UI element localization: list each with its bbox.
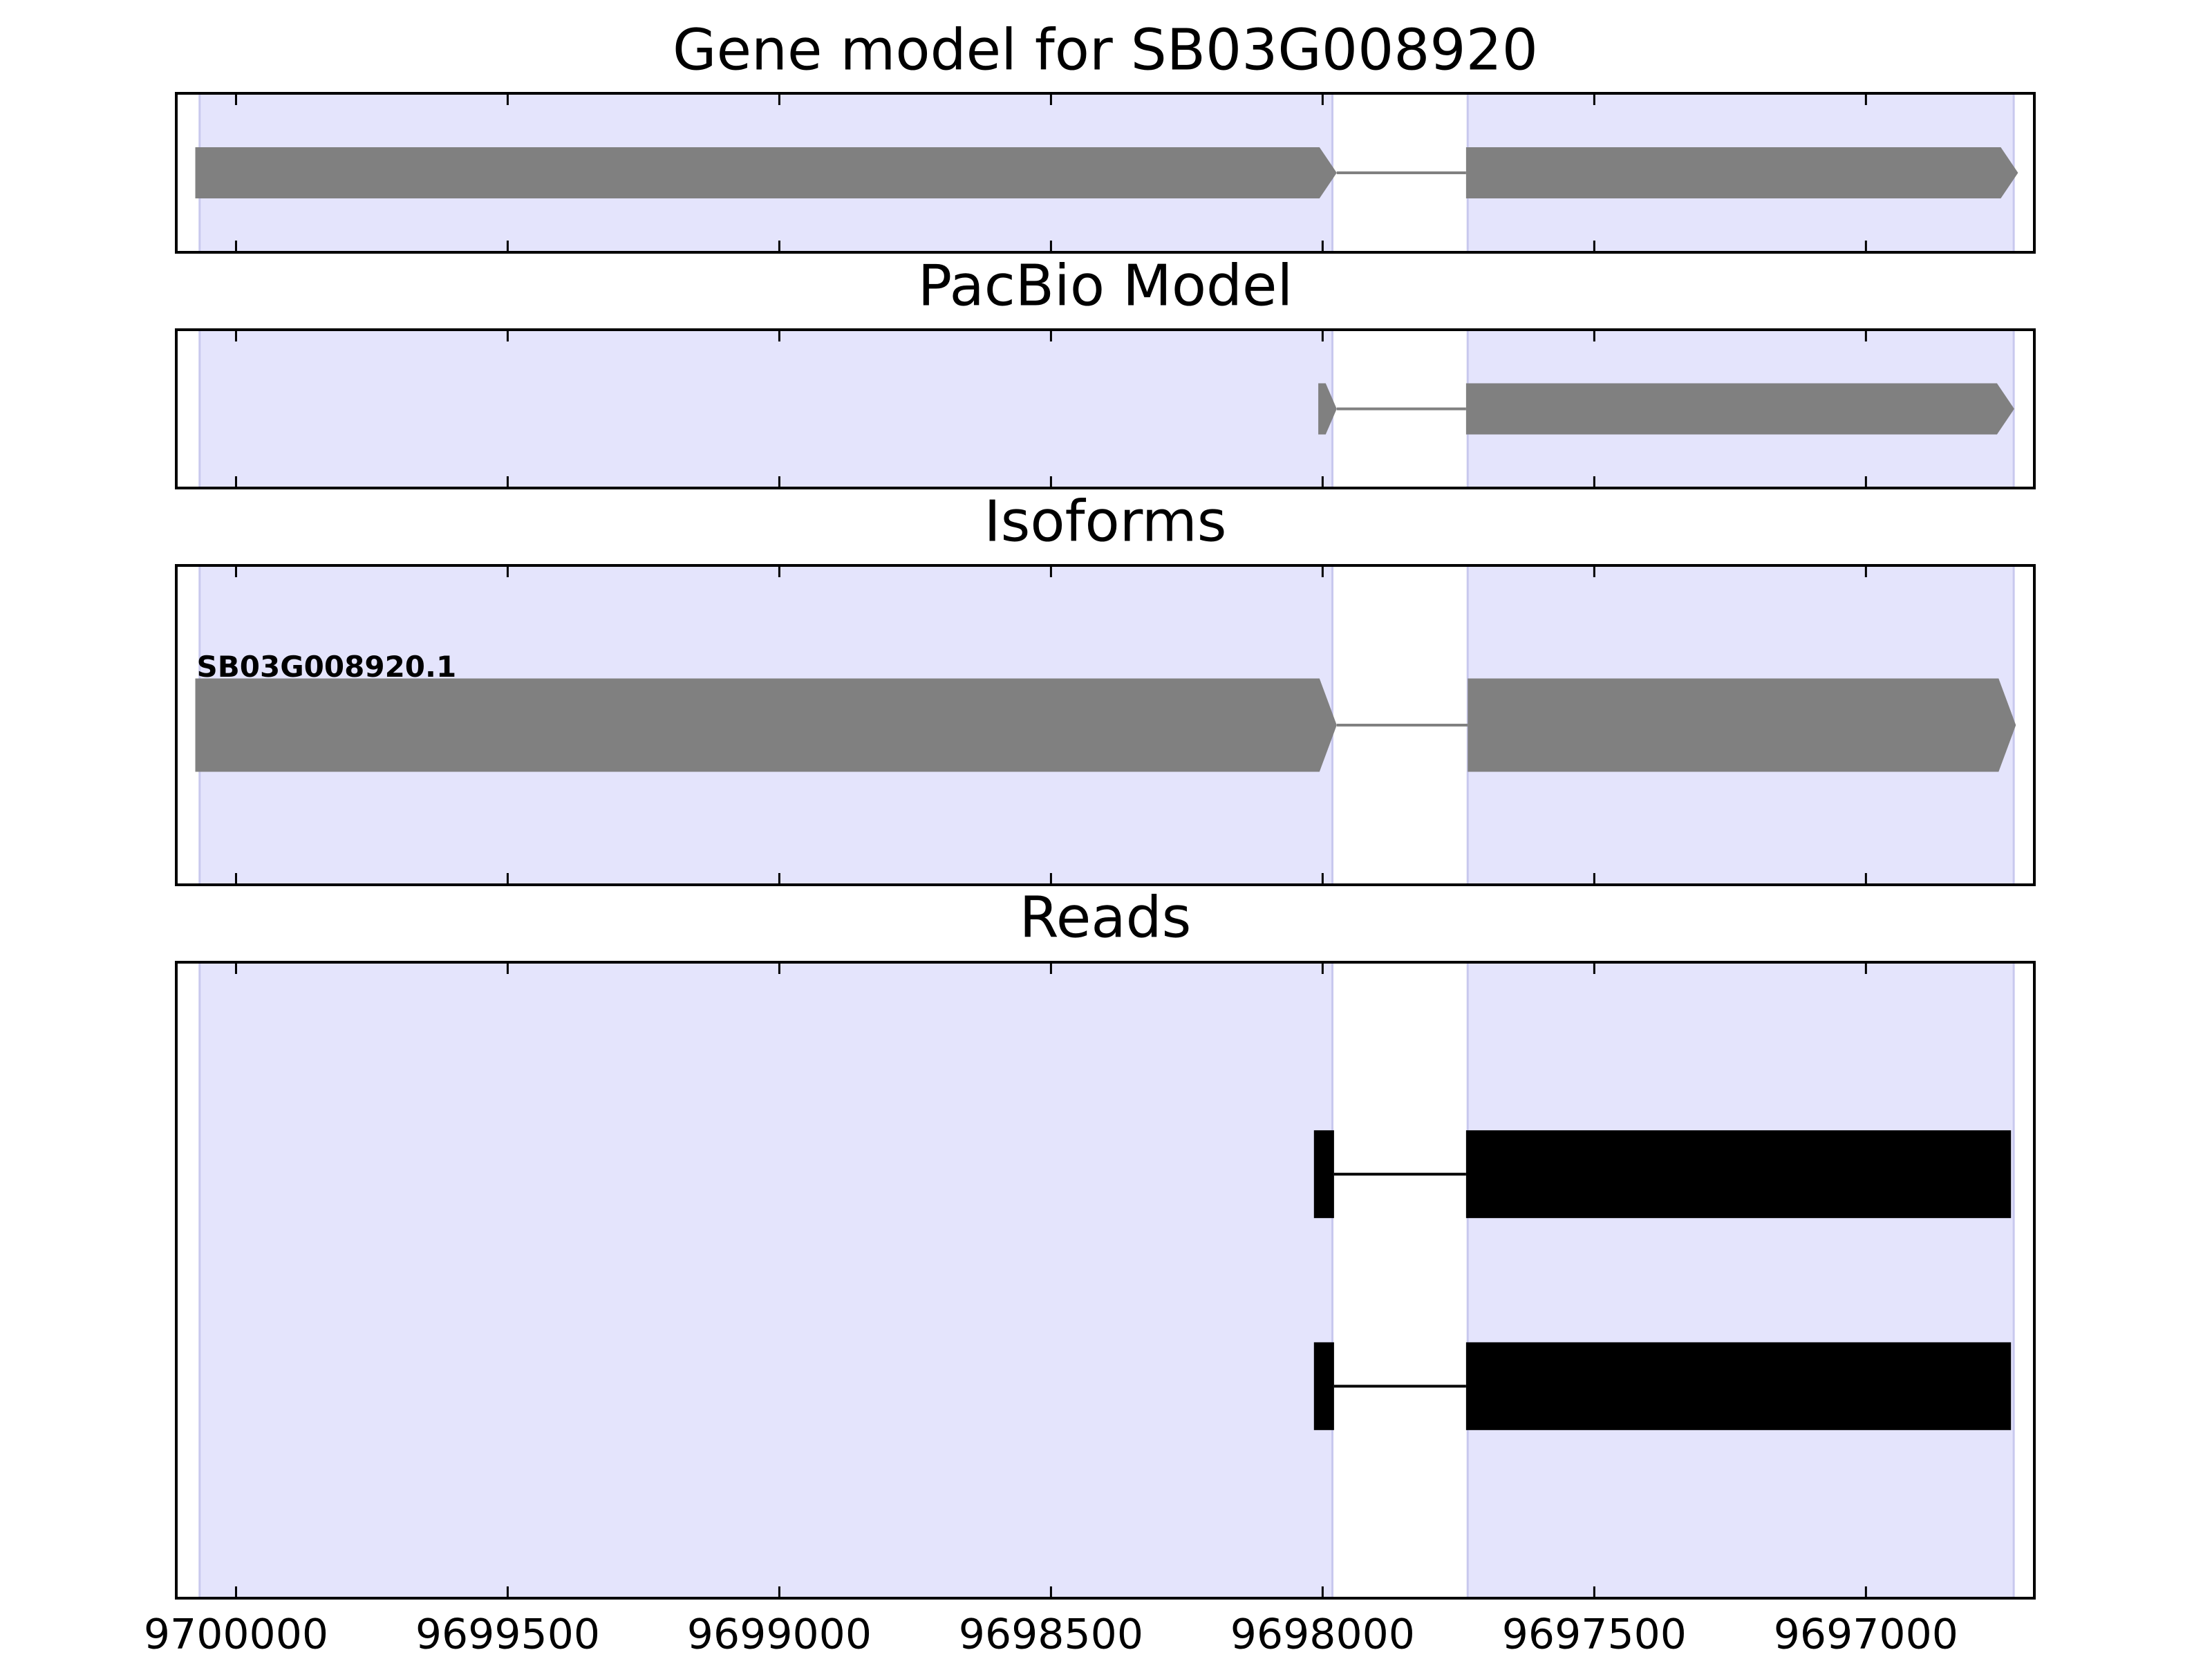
panel-title: Reads bbox=[1020, 885, 1192, 950]
exon bbox=[1318, 383, 1337, 435]
panel-frame bbox=[175, 564, 2036, 886]
exon-region bbox=[198, 328, 1334, 489]
exon bbox=[1465, 383, 2014, 435]
exon-region bbox=[198, 961, 1334, 1600]
x-tick-label: 9697500 bbox=[1502, 1611, 1687, 1659]
x-tick-label: 9700000 bbox=[144, 1611, 328, 1659]
isoform-label: SB03G008920.1 bbox=[197, 650, 457, 684]
panel-frame bbox=[175, 92, 2036, 254]
x-tick-label: 9698000 bbox=[1230, 1611, 1415, 1659]
exon bbox=[1465, 1130, 2012, 1219]
x-tick-label: 9697000 bbox=[1774, 1611, 1958, 1659]
exon bbox=[1465, 1342, 2012, 1430]
exon bbox=[195, 147, 1337, 198]
panel-frame bbox=[175, 328, 2036, 489]
exon-region bbox=[1466, 961, 2015, 1600]
x-tick-label: 9699000 bbox=[687, 1611, 872, 1659]
panel-title: Gene model for SB03G008920 bbox=[673, 17, 1538, 83]
exon bbox=[1313, 1130, 1334, 1219]
panel-frame bbox=[175, 961, 2036, 1600]
x-tick-label: 9699500 bbox=[415, 1611, 600, 1659]
panel-title: Isoforms bbox=[984, 489, 1227, 554]
exon bbox=[1313, 1342, 1334, 1430]
exon bbox=[1468, 678, 2016, 772]
exon bbox=[195, 678, 1337, 772]
x-tick-label: 9698500 bbox=[959, 1611, 1143, 1659]
exon bbox=[1465, 147, 2018, 198]
panel-title: PacBio Model bbox=[918, 253, 1293, 319]
